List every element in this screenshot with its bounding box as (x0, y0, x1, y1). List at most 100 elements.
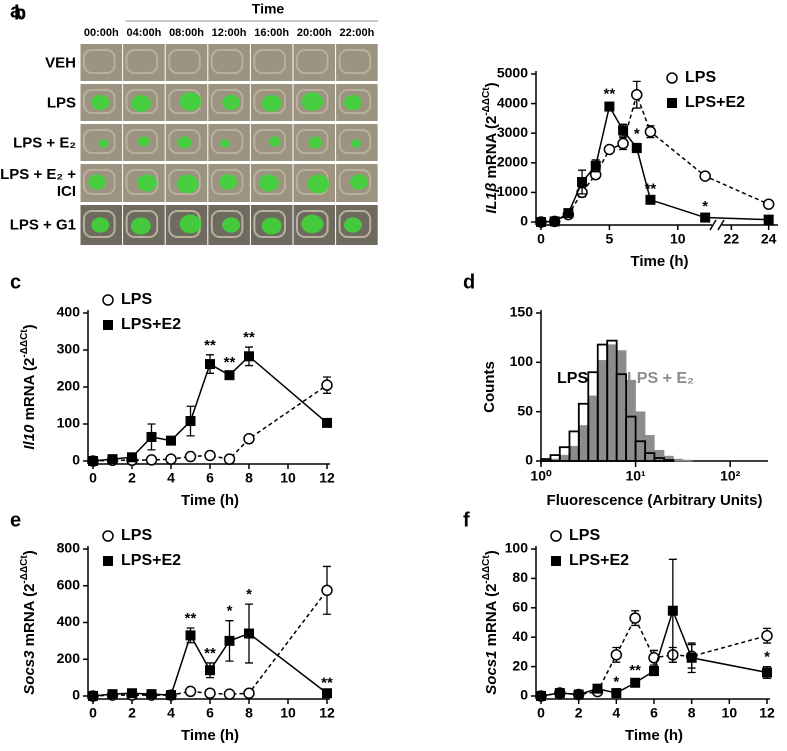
data-point (146, 431, 157, 442)
legend-label: LPS+E2 (121, 552, 181, 569)
fluorescence-blob (222, 217, 241, 233)
micrograph-texture (83, 89, 116, 114)
data-point (549, 216, 560, 227)
fluorescence-blob (98, 139, 109, 148)
data-point (631, 88, 643, 101)
series-line (92, 355, 328, 462)
fluorescence-blob (88, 174, 107, 190)
data-point (536, 691, 546, 701)
y-tick-label: 150 (510, 304, 534, 320)
micrograph-texture (168, 49, 201, 74)
data-point (244, 351, 254, 362)
x-tick-label: 8 (688, 705, 696, 721)
data-point (577, 177, 588, 188)
data-point (223, 688, 236, 700)
micrograph-texture (296, 89, 329, 114)
y-tick-label: 50 (517, 402, 533, 418)
row-label: LPS + E₂ + ICI (0, 166, 76, 200)
y-tick-label: 100 (510, 353, 534, 369)
data-point (184, 685, 197, 698)
micrograph-texture (125, 129, 159, 154)
row-label: LPS + E₂ (13, 134, 76, 151)
data-point (184, 450, 197, 463)
y-axis-label-part: ) (21, 324, 38, 329)
y-axis-label-part: ) (483, 82, 500, 87)
fluorescence-blob (343, 94, 362, 111)
data-point (145, 454, 158, 466)
y-tick-label: 400 (57, 613, 81, 629)
data-point (127, 688, 137, 699)
legend-marker (551, 556, 561, 566)
histogram-bar (654, 449, 665, 462)
panel-letter: d (463, 271, 475, 293)
x-tick-label: 4 (167, 705, 175, 721)
y-tick-label: 200 (57, 378, 81, 394)
data-point (700, 212, 711, 223)
histogram-bar (682, 459, 693, 462)
data-point (611, 688, 622, 699)
data-point (644, 125, 657, 138)
significance-mark: ** (224, 354, 236, 371)
x-tick-label: 10⁰ (530, 468, 552, 484)
data-point (88, 456, 98, 466)
micrograph-texture (83, 169, 116, 195)
x-tick-label: 10 (280, 470, 296, 486)
axis-break (717, 219, 725, 231)
data-point (107, 454, 118, 465)
y-tick-label: 20 (512, 657, 528, 673)
panel-a-title: Time (252, 1, 285, 17)
y-tick-label: 80 (512, 569, 528, 585)
data-point (224, 635, 235, 646)
fluorescence-blob (258, 174, 279, 192)
y-axis-label-part: -ΔΔCt (481, 87, 492, 116)
fluorescence-blob (308, 136, 323, 149)
fluorescence-blob (350, 139, 361, 148)
y-axis-label-part: ) (483, 550, 500, 555)
data-point (631, 143, 642, 153)
x-tick-label: 0 (89, 470, 97, 486)
micrograph-texture (125, 49, 159, 74)
data-point (88, 691, 98, 701)
x-tick-label: 10 (722, 705, 738, 721)
data-point (224, 370, 235, 381)
x-tick-label: 4 (612, 705, 620, 721)
micrograph-texture (338, 210, 372, 238)
time-label: 00:00h (84, 27, 119, 39)
micrograph-texture (210, 89, 244, 114)
micrograph-texture (253, 210, 286, 238)
y-axis-label-part: mRNA (2 (483, 116, 500, 183)
fluorescence-blob (137, 136, 150, 147)
data-point (166, 435, 176, 446)
y-tick-label: 3000 (497, 124, 528, 140)
fluorescence-blob (222, 94, 241, 111)
micrograph-texture (125, 210, 159, 238)
micrograph-texture (296, 210, 329, 238)
data-point (648, 652, 660, 664)
y-axis-label-part: -ΔΔCt (19, 555, 30, 584)
fluorescence-blob (219, 174, 238, 190)
y-tick-label: 100 (505, 540, 529, 556)
data-point (243, 433, 255, 445)
fluorescence-blob (220, 139, 231, 148)
x-tick-label: 6 (206, 705, 214, 721)
series-line (92, 589, 328, 697)
legend-label: LPS+E2 (121, 316, 181, 333)
x-tick-label: 5 (606, 231, 614, 247)
x-axis-label: Time (h) (625, 727, 683, 744)
time-label: 20:00h (297, 27, 332, 39)
data-point (699, 170, 711, 182)
significance-mark: ** (204, 337, 216, 354)
data-point (554, 688, 565, 699)
data-point (205, 359, 215, 370)
y-tick-label: 0 (72, 452, 80, 468)
x-tick-label: 2 (128, 705, 136, 721)
y-tick-label: 300 (57, 341, 81, 357)
time-label: 08:00h (169, 27, 204, 39)
series-line (92, 384, 328, 462)
row-label: LPS + G1 (9, 216, 76, 234)
x-axis-label: Time (h) (181, 492, 239, 509)
data-point (762, 667, 772, 678)
x-tick-label: 8 (245, 705, 253, 721)
significance-mark: ** (204, 645, 216, 662)
y-tick-label: 800 (57, 540, 81, 556)
